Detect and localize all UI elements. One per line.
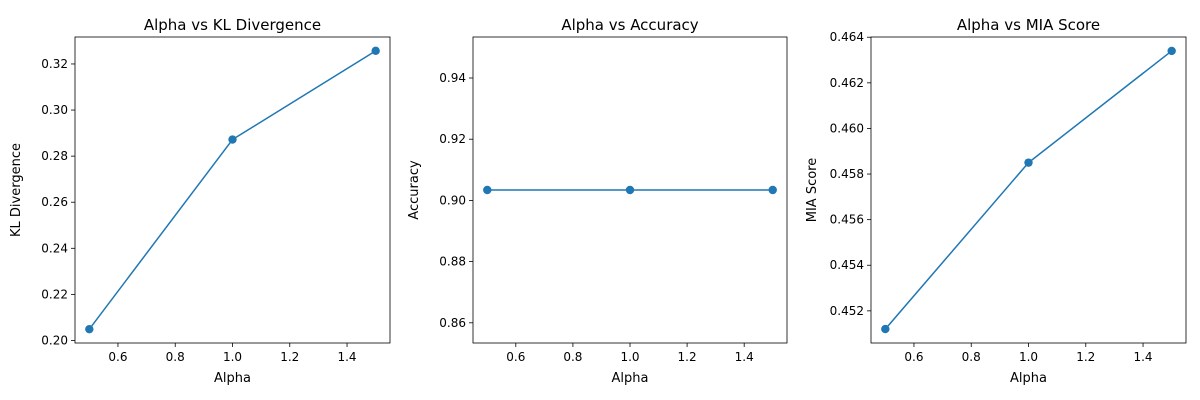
x-tick-label: 1.4	[1133, 350, 1152, 364]
x-tick-label: 1.0	[223, 350, 242, 364]
chart-title: Alpha vs KL Divergence	[144, 16, 321, 34]
y-tick-label: 0.32	[41, 57, 68, 71]
y-tick-label: 0.92	[439, 132, 466, 146]
series-line	[88, 50, 377, 330]
x-axis-label: Alpha	[214, 371, 251, 386]
y-tick-label: 0.86	[439, 316, 466, 330]
x-axis-label: Alpha	[1010, 371, 1047, 386]
y-tick-label: 0.456	[830, 213, 864, 227]
plot-frame	[870, 36, 1187, 344]
y-tick-label: 0.462	[830, 76, 864, 90]
y-tick-label: 0.464	[830, 30, 864, 44]
data-point	[625, 185, 635, 195]
data-point	[1167, 46, 1176, 56]
x-tick-label: 0.8	[563, 350, 582, 364]
y-axis-label: MIA Score	[805, 158, 820, 223]
y-axis-label: KL Divergence	[9, 143, 24, 237]
y-tick-label: 0.28	[41, 149, 68, 163]
data-point	[768, 185, 777, 195]
data-point	[228, 135, 237, 144]
y-axis-label: Accuracy	[407, 160, 422, 220]
x-tick-label: 0.8	[166, 350, 185, 364]
plot-frame	[472, 36, 788, 344]
plot-frame	[74, 36, 391, 344]
x-tick-label: 1.4	[735, 350, 754, 364]
data-point	[371, 46, 380, 56]
y-tick-label: 0.30	[41, 103, 68, 117]
y-tick-label: 0.26	[41, 195, 68, 209]
y-tick-label: 0.94	[439, 71, 466, 85]
x-tick-label: 1.0	[1019, 350, 1038, 364]
data-point	[85, 324, 94, 334]
x-tick-label: 0.8	[962, 350, 981, 364]
x-tick-label: 1.2	[678, 350, 697, 364]
x-tick-label: 0.6	[904, 350, 923, 364]
subplot-kl-divergence: Alpha vs KL Divergence 0.6 0.8 1.0 1.2 1.4 0.2…	[9, 16, 391, 386]
x-axis-label: Alpha	[612, 371, 649, 386]
subplot-accuracy: Alpha vs Accuracy 0.6 0.8 1.0 1.2 1.4 0.86 0.88…	[407, 16, 788, 386]
y-tick-label: 0.22	[41, 287, 68, 301]
y-tick-label: 0.88	[439, 255, 466, 269]
x-tick-label: 1.2	[280, 350, 299, 364]
y-tick-label: 0.90	[439, 193, 466, 207]
x-tick-label: 1.4	[337, 350, 356, 364]
y-tick-label: 0.24	[41, 241, 68, 255]
x-tick-label: 1.2	[1076, 350, 1095, 364]
data-point	[881, 324, 890, 334]
y-tick-label: 0.460	[830, 121, 864, 135]
x-tick-label: 0.6	[506, 350, 525, 364]
series-line	[884, 50, 1173, 330]
y-tick-label: 0.454	[830, 258, 864, 272]
chart-title: Alpha vs Accuracy	[561, 16, 698, 34]
subplot-mia-score: Alpha vs MIA Score 0.6 0.8 1.0 1.2 1.4 0.452 0.…	[805, 16, 1187, 386]
x-tick-label: 1.0	[620, 350, 639, 364]
y-tick-label: 0.20	[41, 333, 68, 347]
x-tick-label: 0.6	[108, 350, 127, 364]
y-tick-label: 0.458	[830, 167, 864, 181]
chart-title: Alpha vs MIA Score	[957, 16, 1100, 34]
y-tick-label: 0.452	[830, 304, 864, 318]
data-point	[1024, 158, 1033, 167]
data-point	[483, 185, 492, 195]
